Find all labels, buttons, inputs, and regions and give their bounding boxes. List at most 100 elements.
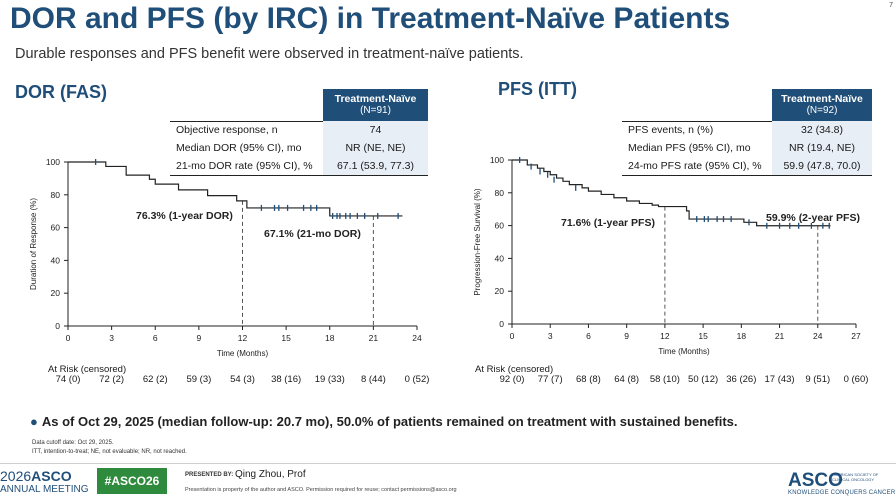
pfs-row-label: PFS events, n (%) xyxy=(628,124,714,137)
footer xyxy=(0,463,896,500)
pfs-y-tick-label: 20 xyxy=(495,286,505,296)
pfs-arm-n: (N=92) xyxy=(806,105,838,116)
pfs-at-risk-value: 0 (60) xyxy=(843,374,869,385)
pfs-at-risk-value: 58 (10) xyxy=(649,374,680,385)
asco-logo: ASCO xyxy=(788,470,843,491)
pfs-at-risk-value: 77 (7) xyxy=(537,374,563,385)
pfs-x-tick-label: 27 xyxy=(851,331,861,341)
dor-x-tick-label: 9 xyxy=(197,333,202,343)
pfs-y-tick-label: 40 xyxy=(495,253,505,263)
pfs-at-risk-value: 9 (51) xyxy=(805,374,831,385)
pfs-at-risk-value: 64 (8) xyxy=(614,374,640,385)
pfs-km-curve xyxy=(512,159,831,227)
abbreviations-note: ITT, intention-to-treat; NE, not evaluab… xyxy=(32,449,187,455)
pfs-at-risk-value: 92 (0) xyxy=(499,374,525,385)
pfs-at-risk-label: At Risk (censored) xyxy=(475,364,554,375)
pfs-at-risk-value: 68 (8) xyxy=(576,374,601,385)
pfs-y-tick-label: 100 xyxy=(490,155,504,165)
data-cutoff-note: Data cutoff date: Oct 29, 2025. xyxy=(32,440,114,446)
page-subtitle: Durable responses and PFS benefit were o… xyxy=(15,46,524,62)
key-finding: ● As of Oct 29, 2025 (median follow-up: 2… xyxy=(30,414,738,429)
dor-y-tick-label: 100 xyxy=(46,157,60,167)
dor-at-risk-value: 19 (33) xyxy=(314,374,345,385)
pfs-x-axis-title: Time (Months) xyxy=(658,347,710,356)
presenter-name: Qing Zhou, Prof xyxy=(235,469,306,480)
pfs-x-tick-label: 3 xyxy=(548,331,553,341)
pfs-section-title: PFS (ITT) xyxy=(498,79,577,99)
dor-section-title: DOR (FAS) xyxy=(15,82,107,102)
slide-number: 7 xyxy=(889,2,893,9)
dor-x-tick-label: 12 xyxy=(238,333,248,343)
pfs-x-tick-label: 21 xyxy=(775,331,785,341)
pfs-x-tick-label: 18 xyxy=(737,331,747,341)
dor-y-tick-label: 40 xyxy=(51,255,61,265)
pfs-at-risk-value: 36 (26) xyxy=(726,374,757,385)
dor-row-label: 21-mo DOR rate (95% CI), % xyxy=(170,157,323,176)
pfs-table-corner xyxy=(622,89,772,122)
pfs-annotation: 71.6% (1-year PFS) xyxy=(561,217,655,229)
pfs-row-value: NR (19.4, NE) xyxy=(772,139,872,157)
pfs-arm-name: Treatment-Naïve xyxy=(781,93,863,105)
dor-arm-n: (N=91) xyxy=(360,105,391,116)
page-title: DOR and PFS (by IRC) in Treatment-Naïve … xyxy=(10,2,731,35)
pfs-x-tick-label: 0 xyxy=(510,331,515,341)
dor-y-tick-label: 20 xyxy=(51,288,61,298)
bullet-icon: ● xyxy=(30,414,38,429)
dor-row-value: 74 xyxy=(323,121,428,139)
asco-logo-sub: AMERICAN SOCIETY OF CLINICAL ONCOLOGY xyxy=(832,472,879,482)
meeting-name: ASCO xyxy=(31,468,72,484)
meeting-year: 2026 xyxy=(0,468,32,484)
dor-y-tick-label: 80 xyxy=(51,190,61,200)
dor-at-risk-value: 54 (3) xyxy=(230,374,255,385)
dor-y-tick-label: 60 xyxy=(51,223,61,233)
dor-at-risk-label: At Risk (censored) xyxy=(48,364,127,375)
permission-note: Presentation is property of the author a… xyxy=(185,487,457,493)
pfs-row-label: 24-mo PFS rate (95% CI), % xyxy=(622,157,772,176)
pfs-row-value: 59.9 (47.8, 70.0) xyxy=(772,157,872,176)
dor-table-header: Treatment-Naïve (N=91) xyxy=(323,89,428,121)
dor-y-tick-label: 0 xyxy=(55,321,60,331)
key-finding-text: As of Oct 29, 2025 (median follow-up: 20… xyxy=(41,414,738,429)
pfs-x-tick-label: 9 xyxy=(624,331,629,341)
dor-x-tick-label: 24 xyxy=(412,333,422,343)
dor-row-value: NR (NE, NE) xyxy=(323,139,428,157)
pfs-y-tick-label: 80 xyxy=(495,188,505,198)
dor-annotation: 67.1% (21-mo DOR) xyxy=(264,228,361,240)
pfs-x-tick-label: 12 xyxy=(660,331,670,341)
dor-summary-table: Treatment-Naïve (N=91) Objective respons… xyxy=(170,89,428,176)
dor-row-label: Objective response, n xyxy=(176,124,278,137)
dor-row-label: Median DOR (95% CI), mo xyxy=(176,142,302,154)
hashtag-badge: #ASCO26 xyxy=(97,468,167,494)
dor-at-risk-value: 74 (0) xyxy=(55,374,81,385)
pfs-table-header: Treatment-Naïve (N=92) xyxy=(772,89,872,121)
dor-at-risk-value: 0 (52) xyxy=(404,374,430,385)
dor-annotation: 76.3% (1-year DOR) xyxy=(136,210,233,222)
pfs-annotation: 59.9% (2-year PFS) xyxy=(766,212,860,224)
pfs-x-tick-label: 6 xyxy=(586,331,591,341)
dor-table-corner xyxy=(170,89,323,122)
dor-at-risk-value: 62 (2) xyxy=(142,374,168,385)
pfs-row-label: Median PFS (95% CI), mo xyxy=(628,142,751,154)
dor-km-chart: 0 3 6 9 12 15 18 21 24 0 20 40 60 80 100 Time (Months) D… xyxy=(29,157,422,358)
meeting-logo: 2026ASCO ANNUAL MEETING xyxy=(0,469,89,497)
dor-x-tick-label: 0 xyxy=(66,333,71,343)
dor-at-risk-value: 8 (44) xyxy=(360,374,386,385)
pfs-row-value: 32 (34.8) xyxy=(772,121,872,139)
pfs-km-chart: 0 3 6 9 12 15 18 21 24 27 0 20 40 60 80 100 Time (Months… xyxy=(473,155,861,356)
pfs-at-risk-value: 17 (43) xyxy=(764,374,795,385)
pfs-x-tick-label: 15 xyxy=(698,331,708,341)
dor-x-tick-label: 21 xyxy=(369,333,379,343)
dor-x-tick-label: 15 xyxy=(281,333,291,343)
dor-at-risk-value: 59 (3) xyxy=(186,374,212,385)
dor-x-axis-title: Time (Months) xyxy=(217,349,269,358)
asco-tagline: KNOWLEDGE CONQUERS CANCER xyxy=(788,490,896,496)
pfs-y-tick-label: 0 xyxy=(499,319,504,329)
dor-km-curve xyxy=(68,161,403,217)
dor-x-tick-label: 18 xyxy=(325,333,335,343)
dor-row-value: 67.1 (53.9, 77.3) xyxy=(323,157,428,176)
pfs-y-axis-title: Progression-Free Survival (%) xyxy=(473,188,482,295)
dor-at-risk-value: 38 (16) xyxy=(271,374,302,385)
pfs-x-tick-label: 24 xyxy=(813,331,823,341)
dor-y-axis-title: Duration of Response (%) xyxy=(29,198,38,290)
dor-at-risk-value: 72 (2) xyxy=(99,374,125,385)
